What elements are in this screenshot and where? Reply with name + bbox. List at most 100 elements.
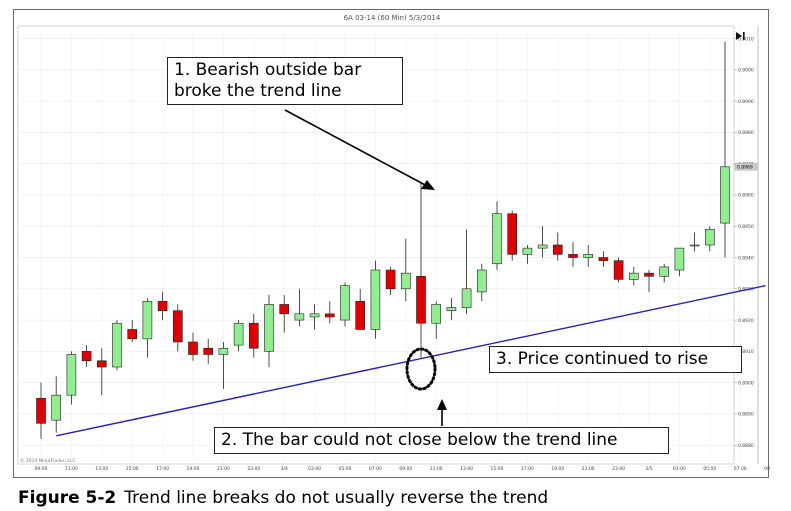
- candle-body: [249, 322, 259, 349]
- candle-body: [492, 213, 502, 265]
- candle: [400, 238, 411, 302]
- candle: [431, 301, 442, 339]
- candle-body: [613, 260, 624, 280]
- candle-body: [203, 347, 213, 355]
- candle-body: [340, 285, 350, 321]
- annotation-line: broke the trend line: [174, 81, 342, 101]
- candle: [81, 345, 92, 368]
- y-tick-label: 0.8950: [738, 224, 754, 230]
- figure-caption: Figure 5-2 Trend line breaks do not usual…: [18, 488, 548, 508]
- y-tick-label: 0.8960: [738, 193, 754, 199]
- x-tick-label: 19:00: [187, 466, 200, 472]
- candle-body: [507, 213, 518, 255]
- candle-body: [704, 229, 715, 246]
- candle-body: [461, 288, 472, 308]
- candle-body: [324, 313, 335, 318]
- candle: [355, 288, 366, 330]
- x-tick-label: 07:00: [369, 466, 382, 472]
- candle-body: [36, 397, 46, 424]
- x-tick-label: 13:00: [460, 466, 473, 472]
- candle: [309, 304, 320, 330]
- candle-body: [628, 272, 639, 280]
- y-tick-label: 0.8890: [738, 412, 754, 418]
- x-tick-label: 09:00: [399, 466, 412, 472]
- y-tick-label: 0.8990: [738, 99, 754, 105]
- candle-body: [446, 307, 457, 312]
- y-tick-label: 0.8910: [738, 349, 754, 355]
- annotation-line: 3. Price continued to rise: [496, 349, 709, 369]
- candle-body: [97, 360, 107, 368]
- candle-body: [264, 304, 274, 352]
- candle: [218, 341, 229, 389]
- candle: [112, 320, 122, 371]
- candle: [324, 301, 335, 324]
- candle: [613, 257, 624, 283]
- candle-body: [51, 394, 62, 421]
- x-tick-label: 09:00: [764, 466, 770, 472]
- candle-body: [66, 354, 77, 396]
- x-tick-label: 3/4: [281, 466, 288, 472]
- x-tick-label: 23:00: [612, 466, 625, 472]
- y-tick-label: 0.9010: [738, 36, 754, 42]
- candle: [416, 182, 426, 358]
- x-tick-label: 23:00: [247, 466, 260, 472]
- candle-body: [112, 322, 122, 368]
- candle: [720, 41, 730, 258]
- candle: [370, 260, 381, 339]
- x-tick-label: 05:00: [703, 466, 716, 472]
- candle-body: [431, 304, 442, 324]
- candle: [66, 351, 77, 405]
- candle-body: [659, 266, 670, 277]
- y-tick-label: 0.8880: [738, 443, 754, 449]
- figure-caption-text: Trend line breaks do not usually reverse…: [124, 488, 549, 508]
- candle-body: [233, 322, 244, 346]
- candle: [492, 201, 502, 271]
- candle: [157, 291, 168, 321]
- y-tick-label: 0.9000: [738, 68, 754, 74]
- annotation-line: 2. The bar could not close below the tre…: [221, 430, 618, 450]
- annotation-price-continued: 3. Price continued to rise: [489, 346, 742, 373]
- x-tick-label: 11:00: [430, 466, 443, 472]
- x-tick-label: 15:00: [491, 466, 504, 472]
- candle-body: [720, 166, 730, 224]
- candle: [537, 226, 548, 258]
- x-tick-label: 09:00: [35, 466, 48, 472]
- candle-body: [279, 304, 290, 315]
- x-tick-label: 21:00: [582, 466, 595, 472]
- x-tick-label: 17:00: [156, 466, 169, 472]
- x-tick-label: 11:00: [65, 466, 78, 472]
- figure-caption-label: Figure 5-2: [18, 488, 117, 508]
- annotation-bearish-outside-bar: 1. Bearish outside bar broke the trend l…: [167, 57, 403, 105]
- candle: [568, 241, 578, 267]
- candle: [203, 338, 213, 364]
- candle: [704, 226, 715, 252]
- candle: [188, 332, 198, 361]
- x-tick-label: 05:00: [339, 466, 352, 472]
- annotation-could-not-close: 2. The bar could not close below the tre…: [214, 427, 669, 454]
- candle-body: [142, 301, 153, 340]
- candle-body: [552, 244, 563, 255]
- candle: [340, 282, 350, 327]
- candle: [659, 263, 670, 283]
- candle-body: [188, 341, 198, 355]
- candle: [249, 313, 259, 358]
- candle: [583, 245, 594, 267]
- x-tick-label: 03:00: [308, 466, 321, 472]
- candle-body: [416, 275, 426, 324]
- candle-body: [127, 329, 137, 340]
- candle: [127, 320, 137, 342]
- candle-body: [644, 272, 654, 277]
- x-tick-label: 17:00: [521, 466, 534, 472]
- candle: [507, 210, 518, 261]
- candle-body: [385, 269, 396, 290]
- trend-line: [56, 284, 766, 437]
- scroll-end-icon[interactable]: [736, 32, 745, 40]
- candle-body: [400, 272, 411, 290]
- x-tick-label: 13:00: [95, 466, 108, 472]
- current-price-marker: [734, 163, 758, 171]
- candle-body: [81, 351, 92, 362]
- candle: [476, 263, 487, 302]
- x-tick-label: 3/5: [645, 466, 652, 472]
- candle: [461, 229, 472, 314]
- candle: [446, 298, 457, 321]
